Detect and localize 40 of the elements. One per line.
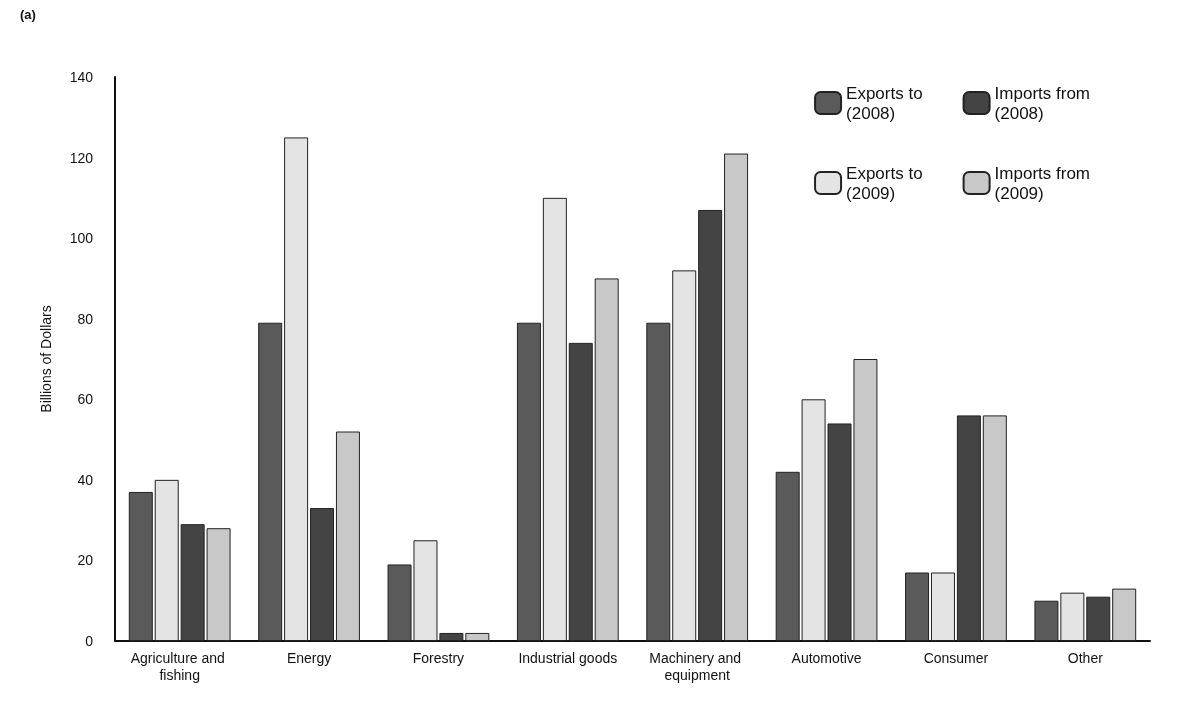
bar [542, 197, 567, 641]
x-tick-label: Forestry [412, 649, 465, 666]
bar [258, 322, 283, 641]
bar [1112, 588, 1137, 641]
y-tick-label: 60 [77, 391, 94, 408]
text: (a) [20, 7, 36, 22]
bar [310, 508, 335, 641]
bar [698, 209, 723, 641]
bar [128, 491, 153, 641]
bar [284, 137, 309, 641]
y-tick-label: 140 [69, 69, 94, 85]
x-tick-label: Machinery and equipment [649, 649, 746, 683]
bar [956, 415, 981, 641]
bar [335, 431, 360, 641]
x-tick-label: Energy [286, 649, 332, 666]
y-axis-title: Billions of Dollars [38, 305, 54, 413]
legend-label: Imports from (2008) [994, 83, 1091, 123]
x-tick-label: Industrial goods [518, 649, 618, 666]
y-tick-label: 40 [77, 471, 94, 488]
x-tick-label: Other [1067, 649, 1104, 666]
y-tick-label: 100 [69, 230, 94, 247]
x-tick-label: Consumer [923, 649, 989, 666]
y-tick-label: 120 [69, 149, 94, 166]
bar [594, 278, 619, 641]
y-tick-label: 0 [85, 633, 94, 649]
bar [930, 572, 955, 641]
legend-label: Exports to (2009) [846, 163, 923, 203]
y-tick-label: 20 [77, 552, 94, 569]
bar [646, 322, 671, 641]
bar [724, 153, 749, 641]
x-tick-label: Automotive [791, 649, 862, 666]
bar [905, 572, 930, 641]
bar [516, 322, 541, 641]
bar [982, 415, 1007, 641]
y-tick-label: 80 [77, 310, 94, 327]
legend-label: Exports to (2008) [846, 83, 923, 123]
x-tick-label: Agriculture and fishing [130, 649, 229, 683]
bar [568, 342, 593, 641]
legend-label: Imports from (2009) [994, 163, 1091, 203]
bar [672, 270, 697, 641]
